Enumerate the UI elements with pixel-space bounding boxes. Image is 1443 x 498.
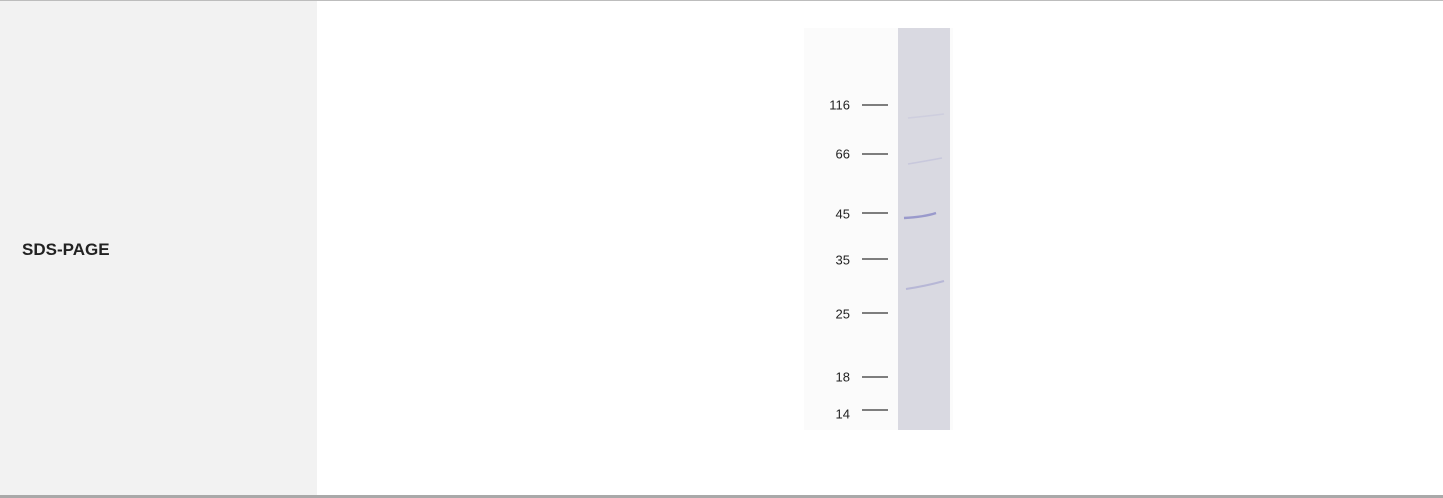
gel-band [903, 211, 937, 220]
gel-band [907, 113, 945, 119]
gel-image: 116 66 45 35 25 18 14 [804, 28, 953, 430]
marker-label: 66 [836, 146, 850, 161]
label-cell: SDS-PAGE [0, 1, 317, 495]
marker-label: 116 [829, 97, 850, 112]
gel-band [905, 280, 945, 290]
gel-band [907, 157, 943, 165]
row-label: SDS-PAGE [22, 240, 110, 259]
marker-label: 14 [836, 406, 850, 421]
gel-lane [898, 28, 950, 430]
marker-label: 35 [836, 252, 850, 267]
marker-label: 45 [836, 206, 850, 221]
marker-label: 18 [836, 369, 850, 384]
marker-label: 25 [836, 306, 850, 321]
